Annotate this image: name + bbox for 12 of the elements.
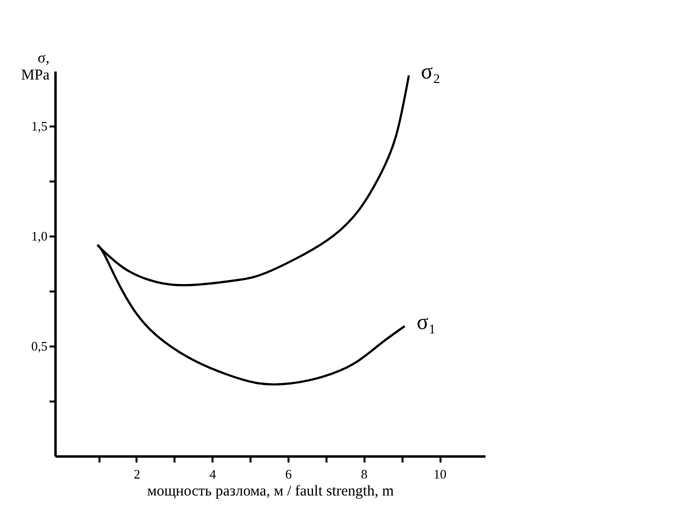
series-label: σ₁ — [416, 309, 436, 334]
x-tick-label: 4 — [209, 466, 216, 482]
y-tick-label: 1,0 — [31, 228, 48, 244]
y-tick-label: 1,5 — [31, 118, 48, 134]
y-axis-title: σ, MPa — [21, 50, 50, 84]
x-tick-label: 2 — [134, 466, 140, 482]
x-axis-title: мощность разлома, м / fault strength, m — [147, 484, 394, 500]
x-tick-label: 10 — [434, 466, 447, 482]
y-tick-label: 0,5 — [31, 338, 48, 354]
x-tick-label: 8 — [361, 466, 368, 482]
x-tick-label: 6 — [285, 466, 292, 482]
series-label: σ₂ — [420, 58, 440, 84]
